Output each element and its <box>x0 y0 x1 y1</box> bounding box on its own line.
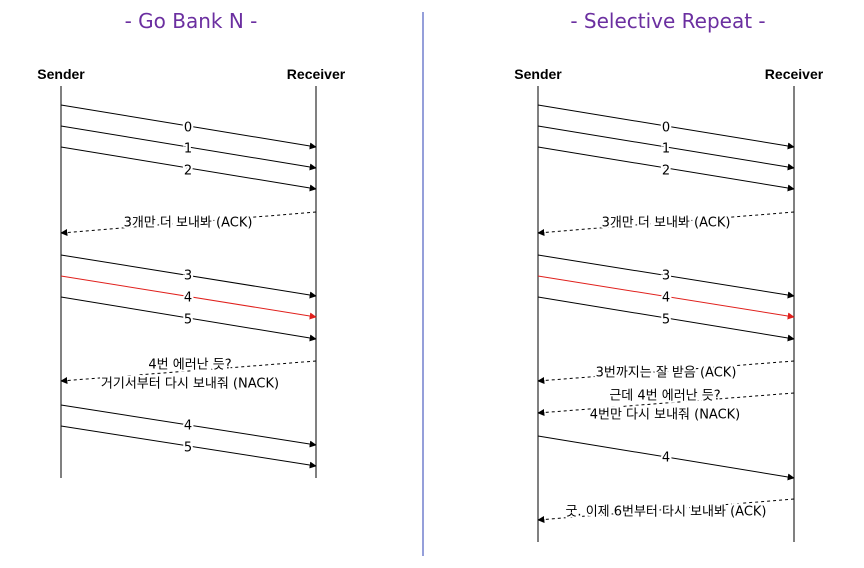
panel-title: - Go Bank N - <box>125 9 258 33</box>
message-label: 3 <box>662 269 670 284</box>
receiver-label: Receiver <box>287 66 346 82</box>
message-label: 근데 4번 에러난 듯? <box>609 389 720 404</box>
message-label: 3개만 더 보내봐 (ACK) <box>124 216 253 231</box>
receiver-label: Receiver <box>765 66 824 82</box>
message-label: 4번 에러난 듯? <box>148 358 231 373</box>
message-label: 4 <box>184 291 192 306</box>
panel-go-back-n: - Go Bank N - Sender Receiver 0 1 2 3개만 더 보… <box>37 9 346 478</box>
message-label: 4 <box>184 419 192 434</box>
message-label: 굿. 이제 6번부터 다시 보내봐 (ACK) <box>565 505 766 520</box>
packet-arrow <box>60 125 317 171</box>
sender-label: Sender <box>514 66 562 82</box>
packet-arrow <box>537 435 795 481</box>
message-label: 거기서부터 다시 보내줘 (NACK) <box>101 377 279 392</box>
message-label: 0 <box>662 121 670 136</box>
reply-arrow <box>537 360 795 384</box>
reply-arrow <box>537 211 795 236</box>
packet-arrow <box>60 146 317 192</box>
message-label: 4번만 다시 보내줘 (NACK) <box>590 408 741 423</box>
packet-arrow <box>537 104 795 150</box>
packet-arrow <box>537 125 795 171</box>
packet-arrow <box>60 104 317 150</box>
message-label: 2 <box>662 164 670 179</box>
message-label: 1 <box>662 142 670 157</box>
message-list: 0 1 2 3개만 더 보내봐 (ACK) 3 4 5 4번 에러난 듯? 거기서부터 다시 보… <box>60 104 317 469</box>
reply-arrow <box>537 392 795 416</box>
packet-arrow <box>537 254 795 299</box>
packet-arrow <box>537 146 795 192</box>
message-label: 4 <box>662 291 670 306</box>
panel-title: - Selective Repeat - <box>570 9 765 33</box>
sender-label: Sender <box>37 66 85 82</box>
packet-arrow <box>537 275 795 320</box>
message-label: 5 <box>184 313 192 328</box>
message-label: 5 <box>184 441 192 456</box>
reply-arrow <box>60 211 317 236</box>
message-label: 0 <box>184 121 192 136</box>
message-label: 3번까지는 잘 받음 (ACK) <box>596 366 737 381</box>
packet-arrow <box>60 254 317 299</box>
message-label: 3개만 더 보내봐 (ACK) <box>602 216 731 231</box>
reply-arrow <box>537 498 795 523</box>
packet-arrow <box>60 296 317 342</box>
message-label: 4 <box>662 451 670 466</box>
panel-selective-repeat: - Selective Repeat - Sender Receiver 0 1 2… <box>514 9 824 542</box>
message-label: 5 <box>662 313 670 328</box>
packet-arrow <box>60 425 317 469</box>
packet-arrow <box>60 275 317 320</box>
packet-arrow <box>60 404 317 448</box>
message-list: 0 1 2 3개만 더 보내봐 (ACK) 3 4 5 3번까지는 잘 받음 (ACK) 근데 … <box>537 104 795 523</box>
message-label: 2 <box>184 164 192 179</box>
message-label: 3 <box>184 269 192 284</box>
packet-arrow <box>537 296 795 342</box>
reply-arrow <box>60 360 317 384</box>
message-label: 1 <box>184 142 192 157</box>
